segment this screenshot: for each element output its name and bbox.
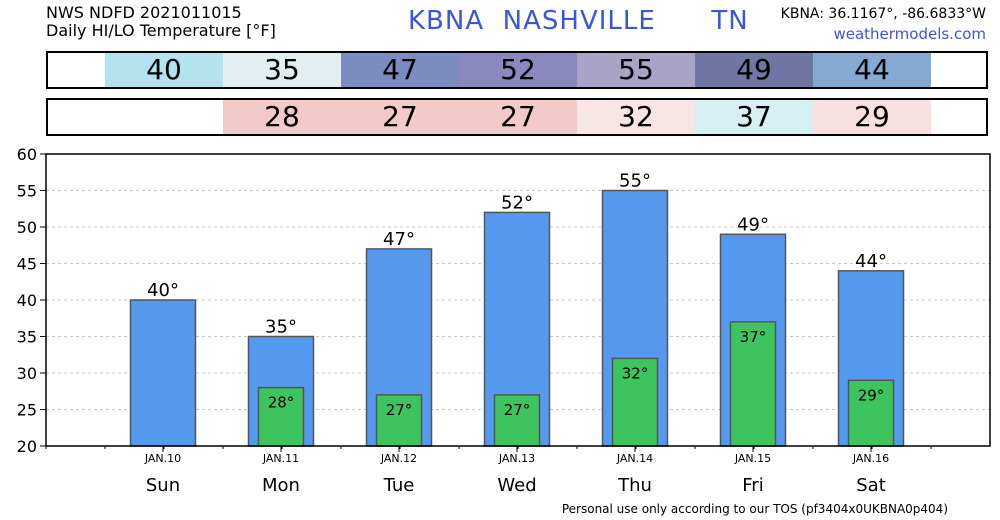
product-label: Daily HI/LO Temperature [°F] [46, 21, 276, 40]
y-tick-label: 60 [17, 145, 37, 164]
date-label: JAN.14 [616, 452, 653, 465]
lo-bar-mon [257, 386, 305, 447]
hi-bar-label: 44° [855, 251, 887, 272]
y-tick-label: 20 [17, 437, 37, 456]
hi-bar-sun [129, 299, 197, 447]
header-info: NWS NDFD 2021011015 Daily HI/LO Temperat… [46, 4, 276, 40]
y-tick-label: 40 [17, 291, 37, 310]
date-label: JAN.12 [380, 452, 417, 465]
hi-temp-strip: 40 35 47 52 55 49 44 [46, 51, 988, 89]
lo-cell-sat: 29 [813, 100, 931, 134]
hi-bar-label: 55° [619, 171, 651, 192]
lo-bar-label: 32° [622, 364, 649, 382]
lo-cell-wed: 27 [459, 100, 577, 134]
day-label: Mon [262, 475, 300, 496]
date-label: JAN.13 [498, 452, 535, 465]
site-link[interactable]: weathermodels.com [833, 25, 986, 43]
day-label: Fri [742, 475, 763, 496]
hi-cell-fri: 49 [695, 53, 813, 87]
hi-cell-sun: 40 [105, 53, 223, 87]
hi-cell-mon: 35 [223, 53, 341, 87]
y-tick-label: 35 [17, 328, 37, 347]
hi-bar-label: 49° [737, 214, 769, 235]
lo-bar-label: 27° [386, 401, 413, 419]
lo-bar-label: 29° [858, 386, 885, 404]
lo-bar-wed [493, 394, 541, 447]
day-label: Tue [383, 475, 415, 496]
station-title: KBNA NASHVILLE TN [408, 6, 749, 36]
hi-cell-tue: 47 [341, 53, 459, 87]
lo-bar-sat [847, 379, 895, 447]
y-tick-label: 25 [17, 401, 37, 420]
lo-cell-mon: 28 [223, 100, 341, 134]
hi-cell-wed: 52 [459, 53, 577, 87]
lo-bar-label: 37° [740, 328, 767, 346]
day-label: Thu [617, 475, 652, 496]
lo-bar-tue [375, 394, 423, 447]
header-right: KBNA: 36.1167°, -86.6833°W weathermodels… [781, 4, 986, 44]
date-label: JAN.15 [734, 452, 771, 465]
y-tick-label: 45 [17, 255, 37, 274]
lo-cell-thu: 32 [577, 100, 695, 134]
lo-bar-fri [729, 321, 777, 447]
y-tick-label: 50 [17, 218, 37, 237]
hi-cell-sat: 44 [813, 53, 931, 87]
day-label: Sat [856, 475, 886, 496]
hi-bar-label: 52° [501, 192, 533, 213]
date-label: JAN.16 [852, 452, 889, 465]
y-tick-label: 30 [17, 364, 37, 383]
date-label: JAN.11 [262, 452, 299, 465]
hi-bar-label: 35° [265, 317, 297, 338]
day-label: Wed [497, 475, 536, 496]
lo-bar-thu [611, 357, 659, 447]
footer-note: Personal use only according to our TOS (… [561, 502, 948, 516]
hi-bar-label: 40° [147, 280, 179, 301]
model-run-label: NWS NDFD 2021011015 [46, 3, 242, 22]
coords-label: KBNA: 36.1167°, -86.6833°W [780, 6, 986, 22]
lo-bar-label: 27° [504, 401, 531, 419]
lo-temp-strip: 28 27 27 32 37 29 [46, 98, 988, 136]
hi-bar-label: 47° [383, 229, 415, 250]
date-label: JAN.10 [144, 452, 181, 465]
lo-cell-sun [105, 100, 223, 134]
y-tick-label: 55 [17, 182, 37, 201]
day-label: Sun [146, 475, 180, 496]
lo-cell-tue: 27 [341, 100, 459, 134]
lo-bar-label: 28° [268, 394, 295, 412]
lo-cell-fri: 37 [695, 100, 813, 134]
hi-cell-thu: 55 [577, 53, 695, 87]
